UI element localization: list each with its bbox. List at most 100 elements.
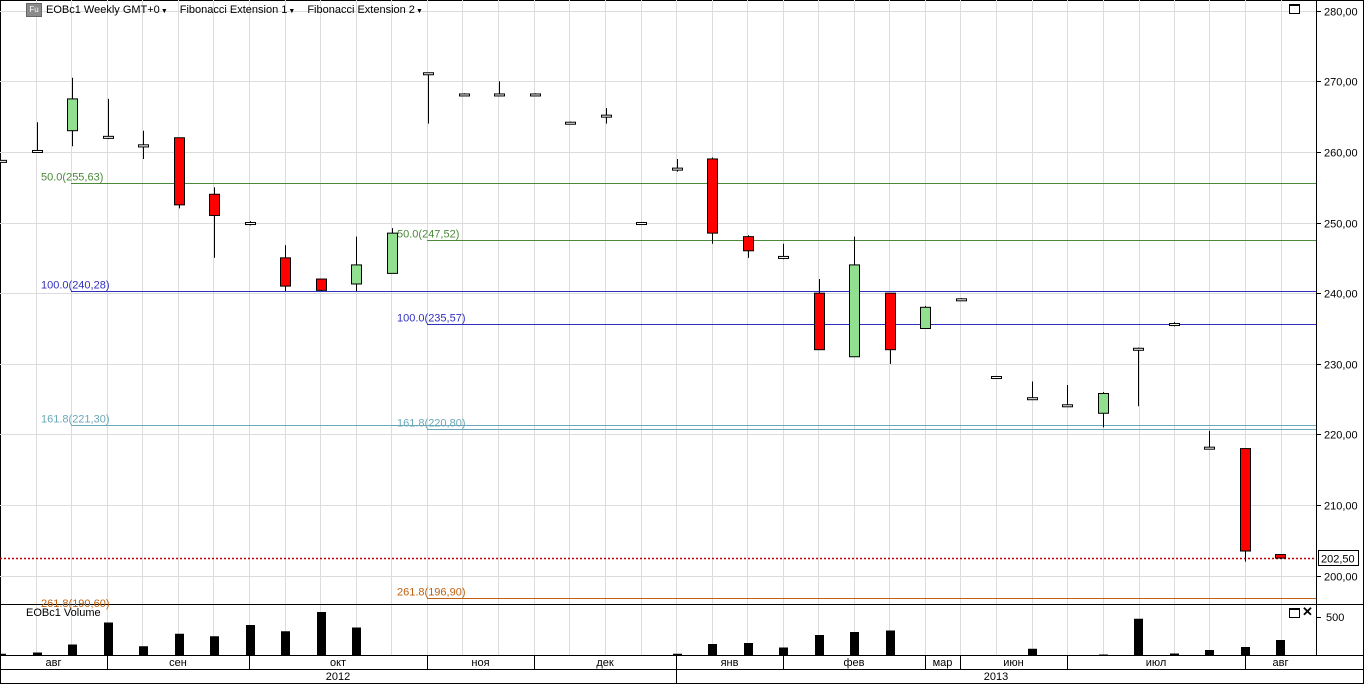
volume-bar — [352, 627, 361, 655]
fib-label: 100.0(235,57) — [397, 313, 466, 325]
year-label: 2012 — [326, 671, 350, 683]
month-label: авг — [46, 657, 62, 669]
study-fib-1-label: Fibonacci Extension 1 — [179, 4, 288, 16]
candle-body — [209, 193, 220, 216]
candle — [1169, 322, 1180, 327]
volume-bar — [317, 612, 326, 655]
fib-label: 261.8(196,90) — [397, 587, 466, 599]
candle — [1062, 385, 1073, 408]
candle — [67, 77, 78, 147]
candle-body — [849, 264, 860, 358]
last-price-box — [1318, 550, 1359, 566]
fib-label: 261.8(190,60) — [41, 598, 110, 610]
volume-bar — [1134, 618, 1143, 655]
volume-bar — [708, 644, 717, 655]
candle-body — [1204, 446, 1215, 450]
candle-body — [174, 137, 185, 206]
volume-panel-title: EOBc1 Volume — [26, 607, 101, 619]
volume-bar — [104, 622, 113, 655]
y-tick-label: 210,00 — [1324, 501, 1358, 513]
study-fib-2-label: Fibonacci Extension 2 — [307, 4, 415, 16]
candle — [316, 278, 327, 292]
candle — [849, 236, 860, 358]
candle — [707, 157, 718, 244]
candle-body — [387, 232, 398, 274]
candle-body — [316, 278, 327, 291]
candle — [351, 236, 362, 292]
month-label: авг — [1273, 657, 1289, 669]
fib-label: 161.8(220,80) — [397, 418, 466, 430]
symbol-dropdown[interactable]: EOBc1 Weekly GMT+0▼ — [46, 4, 168, 16]
volume-bar — [210, 636, 219, 655]
last-price-label: 202,50 — [1321, 554, 1355, 566]
volume-bar — [68, 644, 77, 655]
candle — [672, 158, 683, 172]
futures-badge[interactable]: Fu — [26, 3, 42, 17]
candle-body — [1240, 448, 1251, 552]
study-fib-2-dropdown[interactable]: Fibonacci Extension 2▼ — [307, 4, 423, 16]
candle — [1133, 347, 1144, 407]
candle-body — [67, 98, 78, 132]
candle — [1027, 381, 1038, 401]
fib-label: 50.0(255,63) — [41, 172, 103, 184]
candle — [1240, 448, 1251, 562]
year-label: 2013 — [984, 671, 1008, 683]
y-tick-label: 200,00 — [1324, 572, 1358, 584]
candle — [103, 98, 114, 140]
volume-bar — [673, 653, 682, 655]
candle — [209, 187, 220, 258]
candle-body — [423, 72, 434, 76]
month-label: фев — [843, 657, 864, 669]
candle-body — [636, 222, 647, 226]
candle — [743, 235, 754, 258]
candle — [565, 121, 576, 125]
y-tick-label: 220,00 — [1324, 430, 1358, 442]
candle-body — [743, 236, 754, 252]
candle-body — [1062, 404, 1073, 408]
volume-bar — [1276, 640, 1285, 655]
candle-body — [530, 93, 541, 97]
candle-body — [138, 144, 149, 148]
month-label: сен — [169, 657, 187, 669]
month-label: мар — [933, 657, 953, 669]
candle-body — [1275, 554, 1286, 559]
month-label: июн — [1003, 657, 1023, 669]
candle — [459, 93, 470, 97]
month-label: окт — [330, 657, 346, 669]
candle — [530, 93, 541, 97]
y-tick-label: 270,00 — [1324, 77, 1358, 89]
candle-body — [991, 376, 1002, 380]
candle-body — [245, 222, 256, 226]
month-label: дек — [596, 657, 614, 669]
candle — [885, 292, 896, 364]
volume-tick-label: 500 — [1326, 612, 1344, 624]
candle-body — [351, 264, 362, 285]
candle-body — [32, 149, 43, 153]
candle-body — [778, 255, 789, 259]
volume-bar — [886, 630, 895, 655]
candle — [423, 72, 434, 124]
month-label: ноя — [471, 657, 489, 669]
candle — [920, 305, 931, 329]
volume-bar — [281, 631, 290, 655]
volume-bar — [246, 625, 255, 655]
candle — [174, 137, 185, 209]
candle-body — [565, 121, 576, 125]
candle — [601, 108, 612, 124]
chart-header: Fu EOBc1 Weekly GMT+0▼ Fibonacci Extensi… — [26, 3, 431, 17]
chevron-down-icon: ▼ — [415, 8, 423, 15]
candle — [636, 221, 647, 226]
close-volume-panel-icon[interactable]: ✕ — [1302, 604, 1313, 619]
maximize-price-panel-icon[interactable] — [1289, 4, 1300, 14]
candle-body — [814, 292, 825, 351]
study-fib-1-dropdown[interactable]: Fibonacci Extension 1▼ — [180, 4, 296, 16]
candle-body — [707, 158, 718, 234]
maximize-volume-panel-icon[interactable] — [1289, 608, 1300, 618]
volume-bar — [779, 647, 788, 655]
volume-bar — [744, 643, 753, 655]
y-tick-label: 250,00 — [1324, 219, 1358, 231]
month-label: янв — [721, 657, 739, 669]
candle — [991, 375, 1002, 380]
